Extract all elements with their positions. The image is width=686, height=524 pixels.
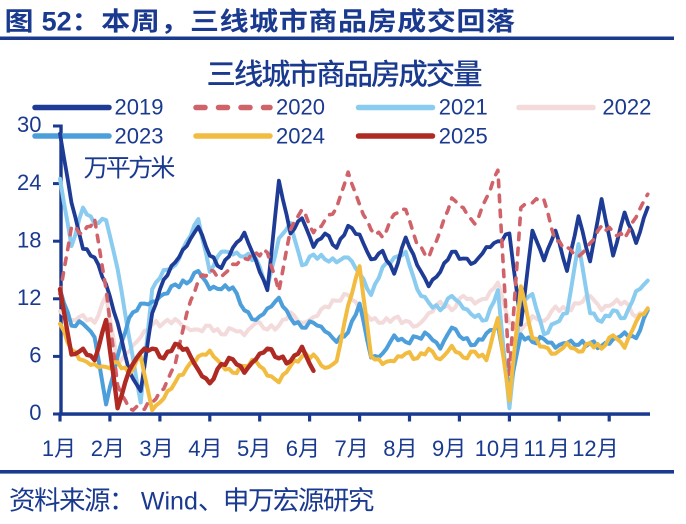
svg-text:2021: 2021 <box>439 95 488 120</box>
svg-text:10: 10 <box>475 436 499 461</box>
svg-text:2023: 2023 <box>115 123 164 148</box>
svg-text:2020: 2020 <box>276 95 325 120</box>
svg-text:2019: 2019 <box>115 95 164 120</box>
svg-text:7: 7 <box>335 436 347 461</box>
svg-text:2025: 2025 <box>439 123 488 148</box>
svg-text:12: 12 <box>572 436 596 461</box>
svg-text:5: 5 <box>237 436 249 461</box>
svg-text:18: 18 <box>17 227 41 252</box>
svg-text:30: 30 <box>17 112 41 137</box>
svg-text:6: 6 <box>286 436 298 461</box>
svg-text:52: 52 <box>42 6 72 36</box>
svg-text:3: 3 <box>139 436 151 461</box>
svg-text:24: 24 <box>17 170 41 195</box>
svg-text:0: 0 <box>29 400 41 425</box>
svg-text:4: 4 <box>188 436 200 461</box>
svg-text:9: 9 <box>432 436 444 461</box>
svg-text:1: 1 <box>42 436 54 461</box>
svg-text:2022: 2022 <box>602 95 651 120</box>
svg-text:2: 2 <box>91 436 103 461</box>
svg-text:11: 11 <box>524 436 547 461</box>
svg-text:8: 8 <box>383 436 395 461</box>
svg-text:6: 6 <box>29 343 41 368</box>
svg-text:2024: 2024 <box>276 123 325 148</box>
svg-text:12: 12 <box>17 285 41 310</box>
svg-text:Wind: Wind <box>141 488 198 516</box>
